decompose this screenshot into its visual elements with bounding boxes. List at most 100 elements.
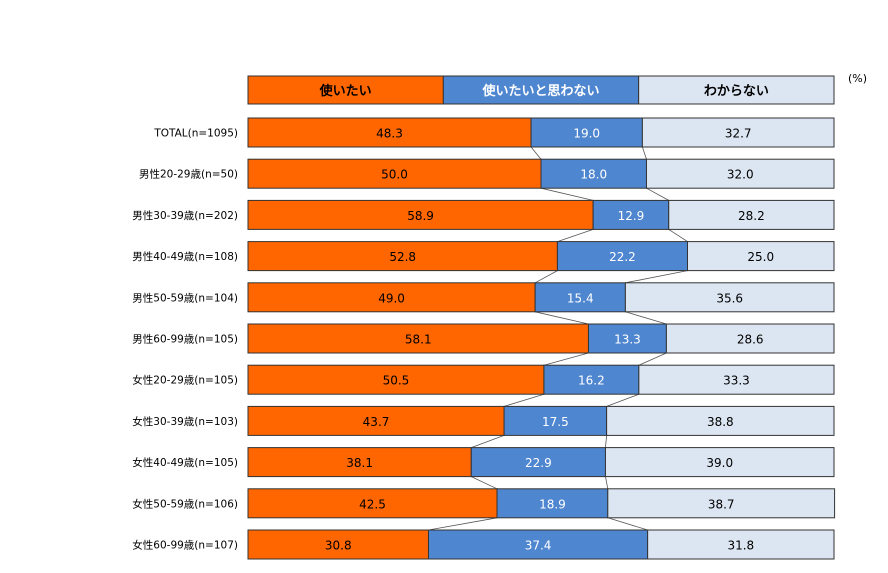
data-label: 16.2 bbox=[578, 374, 605, 388]
bar-segment-dont-know bbox=[668, 199, 835, 230]
bar-row: 男性50-59歳(n=104) 49.0 15.4 35.6 bbox=[132, 282, 835, 313]
bar-segment-dont-know bbox=[645, 158, 835, 189]
bar-segment-dont-know bbox=[687, 241, 835, 272]
data-label: 39.0 bbox=[706, 456, 733, 470]
bar-segment-dont-know bbox=[624, 282, 835, 313]
data-label: 28.2 bbox=[738, 209, 765, 223]
data-label: 22.9 bbox=[525, 456, 552, 470]
category-label: 男性30-39歳(n=202) bbox=[132, 209, 238, 222]
category-label: 男性50-59歳(n=104) bbox=[132, 291, 238, 304]
series-line bbox=[641, 146, 647, 160]
category-label: TOTAL(n=1095) bbox=[153, 128, 238, 140]
series-line bbox=[535, 311, 589, 325]
category-label: 男性60-99歳(n=105) bbox=[132, 333, 238, 346]
bar-segment-want bbox=[247, 199, 594, 230]
series-line bbox=[607, 517, 648, 531]
series-line bbox=[471, 476, 498, 490]
data-label: 49.0 bbox=[378, 291, 405, 305]
data-label: 32.7 bbox=[725, 127, 752, 141]
data-label: 43.7 bbox=[363, 415, 390, 429]
series-line bbox=[625, 311, 667, 325]
bar-segment-not-want bbox=[496, 488, 609, 519]
bar-segment-want bbox=[247, 405, 505, 436]
series-line bbox=[606, 393, 640, 407]
bar-segment-dont-know bbox=[641, 117, 835, 148]
data-label: 12.9 bbox=[618, 209, 645, 223]
data-label: 58.9 bbox=[407, 209, 434, 223]
data-label: 48.3 bbox=[376, 127, 403, 141]
legend-swatch bbox=[638, 75, 835, 105]
bar-row: TOTAL(n=1095) 48.3 19.0 32.7 bbox=[153, 117, 835, 148]
bar-segment-not-want bbox=[592, 199, 670, 230]
series-line bbox=[503, 393, 545, 407]
legend-swatch bbox=[442, 75, 640, 105]
unit-label: (%) bbox=[848, 72, 867, 85]
bar-row: 女性40-49歳(n=105) 38.1 22.9 39.0 bbox=[132, 447, 835, 478]
series-connector-lines bbox=[428, 146, 688, 531]
bar-row: 男性30-39歳(n=202) 58.9 12.9 28.2 bbox=[132, 199, 835, 230]
legend-item-dont-know: わからない bbox=[638, 75, 835, 105]
data-label: 38.7 bbox=[708, 497, 735, 511]
category-label: 女性40-49歳(n=105) bbox=[132, 456, 238, 469]
legend-item-want: 使いたい bbox=[247, 75, 444, 105]
data-label: 37.4 bbox=[525, 539, 552, 553]
series-line bbox=[646, 187, 669, 201]
bar-segment-want bbox=[247, 488, 498, 519]
series-line bbox=[605, 476, 609, 489]
bar-segment-not-want bbox=[543, 364, 640, 395]
data-label: 19.0 bbox=[573, 127, 600, 141]
series-line bbox=[668, 229, 688, 242]
bar-segment-dont-know bbox=[638, 364, 835, 395]
data-label: 58.1 bbox=[405, 333, 432, 347]
bar-segment-dont-know bbox=[604, 447, 835, 478]
data-label: 22.2 bbox=[609, 250, 636, 264]
data-label: 18.0 bbox=[580, 168, 607, 182]
bar-segment-want bbox=[247, 323, 589, 354]
data-label: 50.5 bbox=[383, 374, 410, 388]
data-label: 30.8 bbox=[325, 539, 352, 553]
bar-segment-dont-know bbox=[647, 529, 835, 560]
data-label: 52.8 bbox=[389, 250, 416, 264]
data-label: 15.4 bbox=[567, 291, 594, 305]
chart-rows: TOTAL(n=1095) 48.3 19.0 32.7 男性20-29歳(n=50) 5… bbox=[132, 117, 836, 560]
data-label: 25.0 bbox=[747, 250, 774, 264]
category-label: 女性50-59歳(n=106) bbox=[132, 497, 238, 510]
data-label: 38.8 bbox=[707, 415, 734, 429]
legend-label: 使いたい bbox=[319, 83, 372, 99]
category-label: 女性20-29歳(n=105) bbox=[132, 374, 238, 387]
bar-segment-not-want bbox=[470, 447, 606, 478]
data-label: 32.0 bbox=[727, 168, 754, 182]
bar-row: 男性20-29歳(n=50) 50.0 18.0 32.0 bbox=[139, 158, 835, 189]
series-line bbox=[625, 270, 688, 284]
data-label: 13.3 bbox=[614, 333, 641, 347]
bar-segment-want bbox=[247, 282, 536, 313]
bar-segment-want bbox=[247, 241, 558, 272]
series-line bbox=[540, 187, 594, 201]
bar-segment-not-want bbox=[587, 323, 667, 354]
category-label: 女性60-99歳(n=107) bbox=[132, 539, 238, 552]
category-label: 男性20-29歳(n=50) bbox=[139, 168, 238, 181]
data-label: 35.6 bbox=[716, 291, 743, 305]
bar-row: 男性40-49歳(n=108) 52.8 22.2 25.0 bbox=[132, 241, 835, 272]
data-label: 17.5 bbox=[542, 415, 569, 429]
bar-segment-dont-know bbox=[606, 405, 835, 436]
bar-segment-not-want bbox=[556, 241, 689, 272]
bar-row: 女性20-29歳(n=105) 50.5 16.2 33.3 bbox=[132, 364, 835, 395]
bar-segment-want bbox=[247, 364, 545, 395]
bar-row: 女性30-39歳(n=103) 43.7 17.5 38.8 bbox=[132, 405, 835, 436]
series-line bbox=[557, 229, 594, 242]
series-line bbox=[530, 146, 542, 160]
legend-item-not-want: 使いたいと思わない bbox=[442, 75, 640, 105]
data-label: 33.3 bbox=[723, 374, 750, 388]
legend-label: 使いたいと思わない bbox=[481, 83, 599, 99]
category-label: 女性30-39歳(n=103) bbox=[132, 415, 238, 428]
data-label: 50.0 bbox=[381, 168, 408, 182]
bar-segment-want bbox=[247, 529, 429, 560]
category-label: 男性40-49歳(n=108) bbox=[132, 250, 238, 263]
data-label: 31.8 bbox=[727, 539, 754, 553]
data-label: 28.6 bbox=[737, 333, 764, 347]
bar-row: 女性50-59歳(n=106) 42.5 18.9 38.7 bbox=[132, 488, 836, 519]
series-line bbox=[471, 435, 505, 448]
bar-segment-dont-know bbox=[665, 323, 835, 354]
